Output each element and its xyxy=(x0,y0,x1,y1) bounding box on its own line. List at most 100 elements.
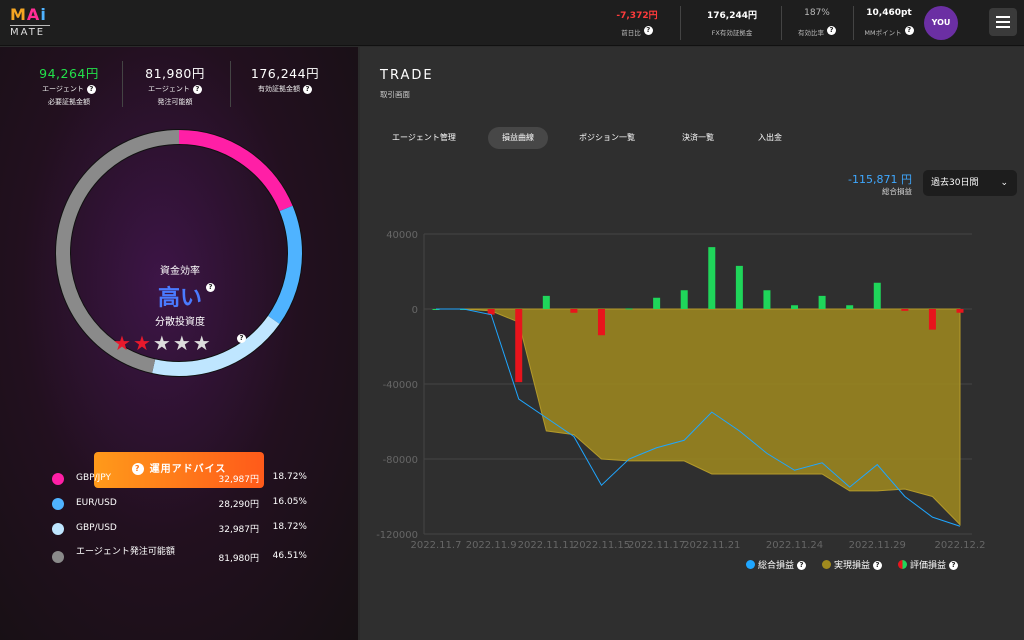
chat-bubble-icon: ? xyxy=(131,463,144,475)
agent-orderable-amount: 81,980円 エージェント? 発注可能額 xyxy=(120,63,230,107)
allocation-amount: 32,987円 xyxy=(218,525,260,535)
allocation-percent: 18.72% xyxy=(272,472,307,482)
legend-dot xyxy=(52,498,64,510)
help-icon[interactable]: ? xyxy=(904,26,914,35)
chart-legend-total[interactable]: 総合損益? xyxy=(746,558,807,571)
help-icon[interactable]: ? xyxy=(643,26,653,35)
fx-equity-value: 176,244円 xyxy=(707,11,757,21)
star-filled-icon: ★ xyxy=(132,331,153,355)
legend-dot xyxy=(52,473,64,485)
logo-mai: MAi xyxy=(10,5,47,24)
unrealized-pnl-bar xyxy=(791,305,799,309)
agent-required-margin-value: 94,264円 xyxy=(39,66,99,81)
page-title: TRADE xyxy=(380,68,434,83)
help-icon[interactable]: ? xyxy=(303,84,312,94)
chart-legend-realized[interactable]: 実現損益? xyxy=(822,558,883,571)
chart-legend-unrealized[interactable]: 評価損益? xyxy=(898,558,959,571)
app-logo[interactable]: MAi MATE xyxy=(10,7,50,38)
unrealized-pnl-bar xyxy=(873,282,881,309)
help-icon[interactable]: ? xyxy=(192,84,202,94)
unrealized-pnl-bar xyxy=(818,295,826,309)
chevron-down-icon: ⌄ xyxy=(1000,178,1008,188)
x-tick-label: 2022.11.29 xyxy=(849,540,906,551)
agent-orderable-sublabel: 発注可能額 xyxy=(157,98,193,106)
page-subtitle: 取引画面 xyxy=(380,90,410,99)
help-icon[interactable]: ? xyxy=(949,561,959,570)
effective-ratio-value: 187% xyxy=(804,8,830,18)
star-empty-icon: ★ xyxy=(172,331,193,355)
allocation-donut-chart xyxy=(55,129,303,377)
y-tick-label: 0 xyxy=(412,305,418,316)
fx-equity-stat: 176,244円 FX有効証拠金 xyxy=(692,8,772,39)
legend-dot xyxy=(898,560,907,569)
effective-margin-label: 有効証拠金額 xyxy=(258,85,300,93)
tab-positions[interactable]: ポジション一覧 xyxy=(579,133,635,142)
logo-mate: MATE xyxy=(10,25,50,38)
star-filled-icon: ★ xyxy=(113,331,133,355)
help-icon[interactable]: ? xyxy=(827,26,836,35)
portfolio-panel: 94,264円 エージェント? 必要証拠金額 81,980円 エージェント? 発… xyxy=(0,47,358,640)
allocation-amount: 32,987円 xyxy=(218,475,260,485)
top-bar: MAi MATE -7,372円 前日比? 176,244円 FX有効証拠金 1… xyxy=(0,0,1024,46)
agent-orderable-value: 81,980円 xyxy=(145,66,205,81)
fx-equity-label: FX有効証拠金 xyxy=(711,29,753,37)
agent-required-margin-label: エージェント xyxy=(42,85,84,93)
advice-button[interactable]: ? 運用アドバイス xyxy=(94,452,264,488)
donut-slice xyxy=(56,130,302,376)
legend-dot xyxy=(746,560,755,569)
capital-efficiency-value: 高い xyxy=(157,286,202,311)
allocation-percent: 46.51% xyxy=(272,551,307,561)
allocation-name: エージェント発注可能額 xyxy=(76,547,175,557)
allocation-row: GBP/JPY 32,987円 18.72% xyxy=(52,468,307,488)
tab-settlements[interactable]: 決済一覧 xyxy=(682,133,714,142)
help-icon[interactable]: ? xyxy=(797,561,807,570)
allocation-name: EUR/USD xyxy=(76,498,117,508)
tab-deposit-withdraw[interactable]: 入出金 xyxy=(758,133,782,142)
unrealized-pnl-bar xyxy=(570,309,578,313)
unrealized-pnl-bar xyxy=(680,290,688,309)
daily-change-value: -7,372円 xyxy=(616,11,658,21)
x-tick-label: 2022.11.17 xyxy=(628,540,685,551)
star-empty-icon: ★ xyxy=(192,331,213,355)
daily-change-label: 前日比 xyxy=(621,29,641,37)
effective-ratio-label: 有効比率 xyxy=(798,29,824,37)
x-tick-label: 2022.11.15 xyxy=(573,540,630,551)
x-tick-label: 2022.11.21 xyxy=(683,540,740,551)
mm-points-label: MMポイント xyxy=(864,29,902,37)
help-icon[interactable]: ? xyxy=(206,283,215,292)
period-select[interactable]: 過去30日間 ⌄ xyxy=(923,170,1017,196)
legend-dot xyxy=(52,523,64,535)
hamburger-menu-button[interactable] xyxy=(989,8,1017,36)
donut-slice xyxy=(56,130,302,376)
unrealized-pnl-bar xyxy=(515,309,523,383)
allocation-name: GBP/JPY xyxy=(76,473,111,483)
allocation-name: GBP/USD xyxy=(76,523,117,533)
help-icon[interactable]: ? xyxy=(86,84,96,94)
help-icon[interactable]: ? xyxy=(873,561,883,570)
allocation-percent: 16.05% xyxy=(272,497,307,507)
help-icon[interactable]: ? xyxy=(237,334,246,343)
avatar[interactable]: YOU xyxy=(924,6,958,40)
mm-points-stat: 10,460pt MMポイント? xyxy=(860,8,918,39)
y-tick-label: 40000 xyxy=(386,230,418,241)
legend-label: 総合損益 xyxy=(758,561,795,571)
allocation-row: EUR/USD 28,290円 16.05% xyxy=(52,493,307,513)
x-tick-label: 2022.11.24 xyxy=(766,540,823,551)
mm-points-value: 10,460pt xyxy=(866,8,912,18)
legend-label: 評価損益 xyxy=(910,561,947,571)
advice-button-label: 運用アドバイス xyxy=(149,464,227,475)
unrealized-pnl-bar xyxy=(735,265,743,309)
realized-pnl-area xyxy=(436,308,961,526)
effective-ratio-stat: 187% 有効比率? xyxy=(788,8,846,39)
star-empty-icon: ★ xyxy=(152,331,173,355)
tab-agent-management[interactable]: エージェント管理 xyxy=(392,133,456,142)
total-pnl-line xyxy=(436,308,961,527)
donut-slice xyxy=(56,130,302,376)
allocation-amount: 81,980円 xyxy=(218,554,260,564)
tab-pnl-curve[interactable]: 損益曲線 xyxy=(488,127,548,149)
unrealized-pnl-bar xyxy=(487,309,495,315)
y-tick-label: -80000 xyxy=(383,455,418,466)
unrealized-pnl-bar xyxy=(928,309,936,330)
x-tick-label: 2022.11.11 xyxy=(518,540,575,551)
agent-orderable-label: エージェント xyxy=(148,85,190,93)
